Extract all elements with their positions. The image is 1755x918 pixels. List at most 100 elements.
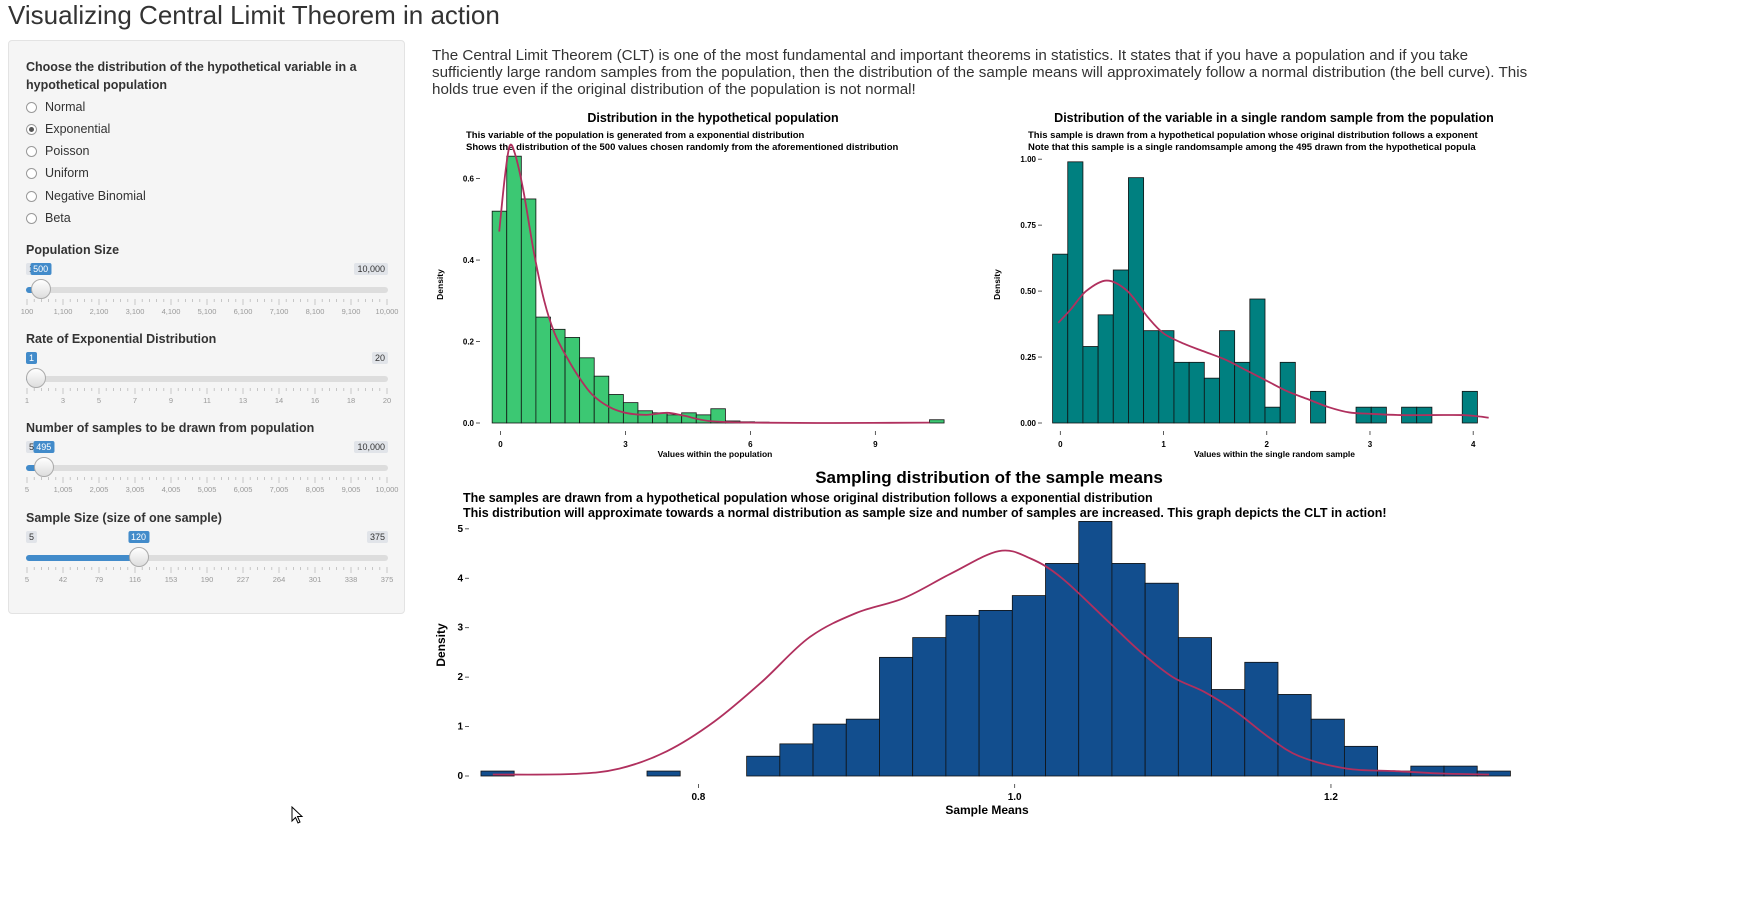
x-tick-label: 0.8 bbox=[691, 792, 705, 803]
slider-tick-label: 4,005 bbox=[161, 485, 181, 494]
radio-circle[interactable] bbox=[26, 101, 37, 113]
single-sample-histogram-chart: Distribution of the variable in a single… bbox=[992, 111, 1494, 459]
slider-tick-label: 2,100 bbox=[89, 307, 109, 316]
slider-tick-label: 375 bbox=[380, 575, 394, 584]
slider-tick-label: 42 bbox=[58, 575, 68, 584]
slider-min-label: 5 bbox=[26, 531, 38, 543]
y-tick-label: 3 bbox=[457, 623, 463, 634]
x-tick-label: 4 bbox=[1471, 440, 1476, 449]
histogram-bar bbox=[1219, 330, 1236, 424]
histogram-bar bbox=[1097, 314, 1114, 424]
slider-handle[interactable] bbox=[30, 279, 51, 299]
chart-title: Distribution of the variable in a single… bbox=[1054, 111, 1494, 125]
population-histogram-chart: Distribution in the hypothetical populat… bbox=[435, 111, 945, 459]
slider-tick-label: 16 bbox=[310, 396, 320, 405]
chart-title: Distribution in the hypothetical populat… bbox=[587, 111, 838, 125]
radio-exponential[interactable]: Exponential bbox=[26, 119, 110, 139]
number-of-samples-slider[interactable]: 5 10,000 495 5 1,005 2,005 3,005 4,005 5,005 6,00… bbox=[25, 441, 398, 494]
distribution-choice-label: Choose the distribution of the hypotheti… bbox=[26, 60, 357, 92]
histogram-bar bbox=[1078, 521, 1113, 777]
slider-tick-label: 116 bbox=[129, 575, 141, 584]
slider-ticks bbox=[26, 388, 388, 394]
slider-tick-label: 7,100 bbox=[269, 307, 289, 316]
slider-handle[interactable] bbox=[128, 547, 149, 567]
histogram-bar bbox=[845, 718, 880, 777]
population-size-slider[interactable]: 10010,0005001001,1002,1003,1004,1005,100… bbox=[21, 263, 398, 316]
histogram-bar bbox=[1279, 361, 1296, 424]
radio-circle[interactable] bbox=[26, 167, 37, 179]
histogram-bar bbox=[879, 656, 914, 777]
slider-tick-label: 4,100 bbox=[161, 307, 181, 316]
number-of-samples-label: Number of samples to be drawn from popul… bbox=[26, 421, 315, 435]
radio-normal[interactable]: Normal bbox=[26, 97, 85, 117]
radio-circle[interactable] bbox=[26, 190, 37, 202]
radio-circle[interactable] bbox=[26, 145, 37, 157]
y-tick-label: 0.00 bbox=[1020, 419, 1036, 428]
slider-tick-label: 5 bbox=[24, 485, 30, 494]
slider-tick-label: 20 bbox=[382, 396, 392, 405]
histogram-bar bbox=[1143, 330, 1160, 424]
exponential-rate-label: Rate of Exponential Distribution bbox=[26, 332, 217, 346]
y-tick-label: 4 bbox=[457, 573, 463, 584]
y-axis-label: Density bbox=[434, 623, 448, 667]
slider-tick-label: 5,100 bbox=[197, 307, 217, 316]
radio-beta[interactable]: Beta bbox=[26, 208, 71, 228]
radio-circle[interactable] bbox=[26, 212, 37, 224]
slider-track[interactable] bbox=[26, 376, 388, 382]
radio-uniform[interactable]: Uniform bbox=[26, 163, 89, 183]
histogram-bar bbox=[1249, 298, 1266, 424]
slider-tick-label: 6,100 bbox=[233, 307, 253, 316]
slider-track[interactable] bbox=[26, 465, 388, 471]
sample-size-slider[interactable]: 5 375 120 5 42 79 116 153 190 227 264 301 338 375 bbox=[25, 531, 393, 584]
histogram-bar bbox=[1082, 346, 1099, 424]
slider-tick-label: 13 bbox=[238, 396, 248, 405]
histogram-bar bbox=[1310, 390, 1327, 424]
histogram-bar bbox=[1188, 361, 1205, 424]
radio-circle-selected[interactable] bbox=[26, 123, 37, 135]
exponential-rate-slider[interactable]: 120113579111314161820 bbox=[25, 352, 391, 405]
histogram-bar bbox=[1264, 406, 1281, 424]
chart-subtitle: This variable of the population is gener… bbox=[466, 130, 805, 141]
slider-track[interactable] bbox=[26, 287, 388, 293]
chart-subtitle: The samples are drawn from a hypothetica… bbox=[463, 491, 1153, 505]
slider-tick-label: 7 bbox=[132, 396, 138, 405]
slider-tick-label: 79 bbox=[94, 575, 104, 584]
histogram-bar bbox=[1144, 582, 1179, 777]
clt-intro-text: The Central Limit Theorem (CLT) is one o… bbox=[432, 47, 1528, 98]
y-tick-label: 5 bbox=[457, 524, 463, 535]
histogram-bar bbox=[1410, 765, 1445, 777]
y-tick-label: 0.75 bbox=[1020, 221, 1036, 230]
histogram-bar bbox=[1158, 330, 1175, 424]
histogram-bar bbox=[978, 609, 1013, 777]
slider-max-label: 20 bbox=[371, 352, 388, 364]
histogram-bar bbox=[666, 414, 683, 424]
slider-tick-label: 5 bbox=[96, 396, 102, 405]
histogram-bar bbox=[1112, 269, 1129, 424]
histogram-bar bbox=[1203, 377, 1220, 424]
slider-max-label: 375 bbox=[366, 531, 388, 543]
slider-tick-label: 18 bbox=[346, 396, 356, 405]
histogram-bar bbox=[1111, 563, 1146, 777]
histogram-bar bbox=[1067, 161, 1084, 424]
slider-tick-label: 9,100 bbox=[341, 307, 361, 316]
density-curve bbox=[492, 549, 1490, 776]
slider-handle[interactable] bbox=[26, 368, 46, 388]
radio-poisson[interactable]: Poisson bbox=[26, 141, 89, 161]
slider-handle[interactable] bbox=[33, 457, 54, 477]
slider-track[interactable] bbox=[26, 555, 388, 561]
histogram-bar bbox=[779, 743, 814, 777]
histogram-bar bbox=[1173, 361, 1190, 424]
mouse-cursor-icon bbox=[291, 806, 304, 824]
y-tick-label: 0.0 bbox=[463, 419, 475, 428]
histogram-bar bbox=[945, 614, 980, 777]
histogram-bar bbox=[1355, 406, 1372, 424]
y-tick-label: 0.4 bbox=[463, 256, 475, 265]
sample-size-label: Sample Size (size of one sample) bbox=[26, 511, 222, 525]
slider-value-label: 495 bbox=[33, 441, 55, 453]
histogram-bar bbox=[812, 723, 847, 777]
histogram-bar bbox=[1461, 390, 1478, 424]
density-curve bbox=[498, 143, 930, 424]
histogram-bar bbox=[480, 770, 515, 777]
slider-tick-label: 3,100 bbox=[125, 307, 145, 316]
radio-negative-binomial[interactable]: Negative Binomial bbox=[26, 186, 146, 206]
